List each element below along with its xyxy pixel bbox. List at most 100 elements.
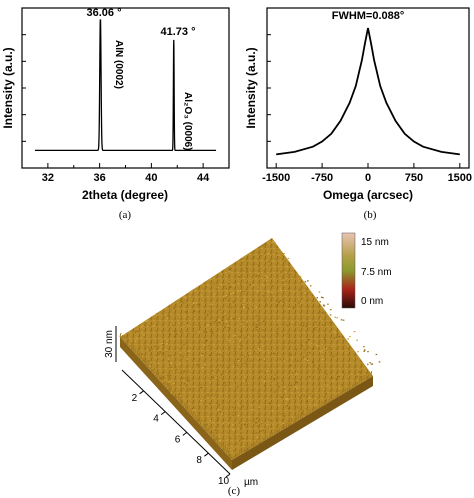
afm-texture-dot	[241, 290, 244, 292]
afm-texture-dot	[195, 302, 197, 304]
afm-texture-dot	[256, 417, 258, 419]
afm-texture-dot	[336, 333, 338, 335]
afm-edge-spike	[243, 447, 246, 454]
afm-texture-dot	[222, 423, 224, 425]
afm-texture-dot	[208, 290, 210, 292]
afm-texture-dot	[309, 376, 311, 378]
afm-texture-dot	[170, 366, 172, 368]
afm-texture-dot	[158, 353, 161, 355]
afm-texture-dot	[230, 457, 232, 459]
afm-edge-spike	[162, 381, 165, 385]
afm-texture-dot	[228, 269, 231, 271]
afm-texture-dot	[175, 365, 177, 367]
afm-edge-spike	[216, 437, 219, 444]
afm-texture-dot	[247, 279, 250, 281]
afm-texture-dot	[173, 371, 175, 373]
afm-texture-dot	[308, 338, 310, 341]
panel-a-xtick-label: 44	[197, 172, 210, 184]
afm-texture-dot	[262, 429, 265, 432]
afm-texture-dot	[331, 377, 333, 379]
afm-texture-dot	[243, 261, 245, 263]
afm-texture-dot	[342, 339, 345, 341]
afm-edge-spike	[367, 372, 370, 379]
afm-texture-dot	[235, 443, 238, 445]
afm-texture-dot	[180, 395, 182, 397]
afm-texture-dot	[162, 376, 164, 379]
afm-texture-dot	[322, 304, 325, 306]
colorbar-label-bottom: 0 nm	[361, 296, 383, 307]
afm-texture-dot	[233, 284, 235, 286]
colorbar-label-mid: 7.5 nm	[361, 267, 392, 278]
afm-texture-dot	[314, 321, 317, 323]
afm-texture-dot	[328, 346, 331, 348]
afm-texture-dot	[326, 373, 328, 375]
afm-texture-dot	[308, 397, 311, 399]
afm-texture-dot	[191, 327, 194, 329]
afm-texture-dot	[253, 263, 255, 265]
afm-texture-dot	[242, 303, 244, 305]
afm-edge-spike	[134, 348, 137, 354]
afm-texture-dot	[334, 316, 336, 318]
afm-edge-spike	[356, 381, 359, 386]
afm-texture-dot	[341, 373, 343, 375]
panel-b-ticks: -1500 -750 0 750 1500	[262, 34, 472, 184]
afm-texture-dot	[193, 310, 196, 312]
afm-texture-dot	[211, 371, 214, 374]
afm-texture-dot	[148, 349, 151, 352]
afm-texture-dot	[299, 397, 301, 399]
afm-edge-spike	[341, 387, 344, 395]
afm-texture-dot	[342, 371, 344, 373]
afm-texture-dot	[220, 393, 222, 395]
afm-edge-spike	[285, 421, 288, 428]
afm-texture-dot	[312, 347, 315, 350]
afm-texture-dot	[230, 437, 232, 439]
afm-texture-dot	[244, 296, 247, 298]
afm-texture-dot	[173, 383, 175, 385]
afm-texture-dot	[176, 368, 178, 370]
afm-texture-dot	[206, 423, 208, 426]
colorbar	[341, 232, 356, 309]
afm-texture-dot	[264, 385, 267, 387]
afm-texture-dot	[335, 338, 337, 340]
afm-texture-dot	[240, 428, 242, 430]
afm-texture-dot	[291, 357, 293, 359]
afm-edge-spike	[250, 442, 253, 449]
afm-texture-dot	[213, 283, 215, 285]
afm-texture-dot	[221, 271, 223, 273]
afm-texture-dot	[210, 432, 213, 434]
afm-texture-dot	[312, 361, 314, 363]
afm-texture-dot	[251, 389, 253, 391]
afm-texture-dot	[342, 319, 345, 321]
afm-texture-dot	[192, 409, 195, 411]
afm-texture-dot	[294, 381, 297, 383]
afm-texture-dot	[237, 290, 239, 292]
afm-texture-dot	[284, 390, 287, 392]
afm-texture-dot	[317, 312, 320, 314]
afm-texture-dot	[232, 429, 235, 431]
afm-axis-tick	[204, 452, 209, 457]
afm-texture-dot	[272, 260, 274, 262]
afm-texture-dot	[304, 292, 306, 294]
afm-texture-dot	[265, 302, 267, 304]
afm-texture-dot	[215, 377, 217, 379]
afm-texture-dot	[258, 246, 261, 249]
afm-texture-dot	[288, 308, 290, 310]
afm-texture-dot	[198, 405, 200, 407]
afm-texture-dot	[322, 297, 324, 299]
afm-texture-dot	[330, 309, 332, 311]
afm-texture-dot	[167, 375, 169, 377]
afm-texture-dot	[265, 280, 268, 282]
afm-texture-dot	[338, 376, 340, 378]
afm-texture-dot	[273, 391, 276, 393]
afm-edge-spike	[192, 413, 195, 418]
afm-axis-tick	[182, 431, 188, 436]
afm-texture-dot	[243, 300, 246, 302]
afm-texture-dot	[225, 294, 227, 297]
afm-edge-spike	[211, 435, 213, 438]
afm-texture-dot	[260, 359, 262, 361]
panel-a-caption: (a)	[119, 209, 132, 221]
afm-texture-dot	[369, 362, 371, 364]
afm-texture-dot	[268, 428, 271, 430]
afm-texture-dot	[187, 403, 190, 405]
afm-texture-dot	[200, 384, 202, 386]
